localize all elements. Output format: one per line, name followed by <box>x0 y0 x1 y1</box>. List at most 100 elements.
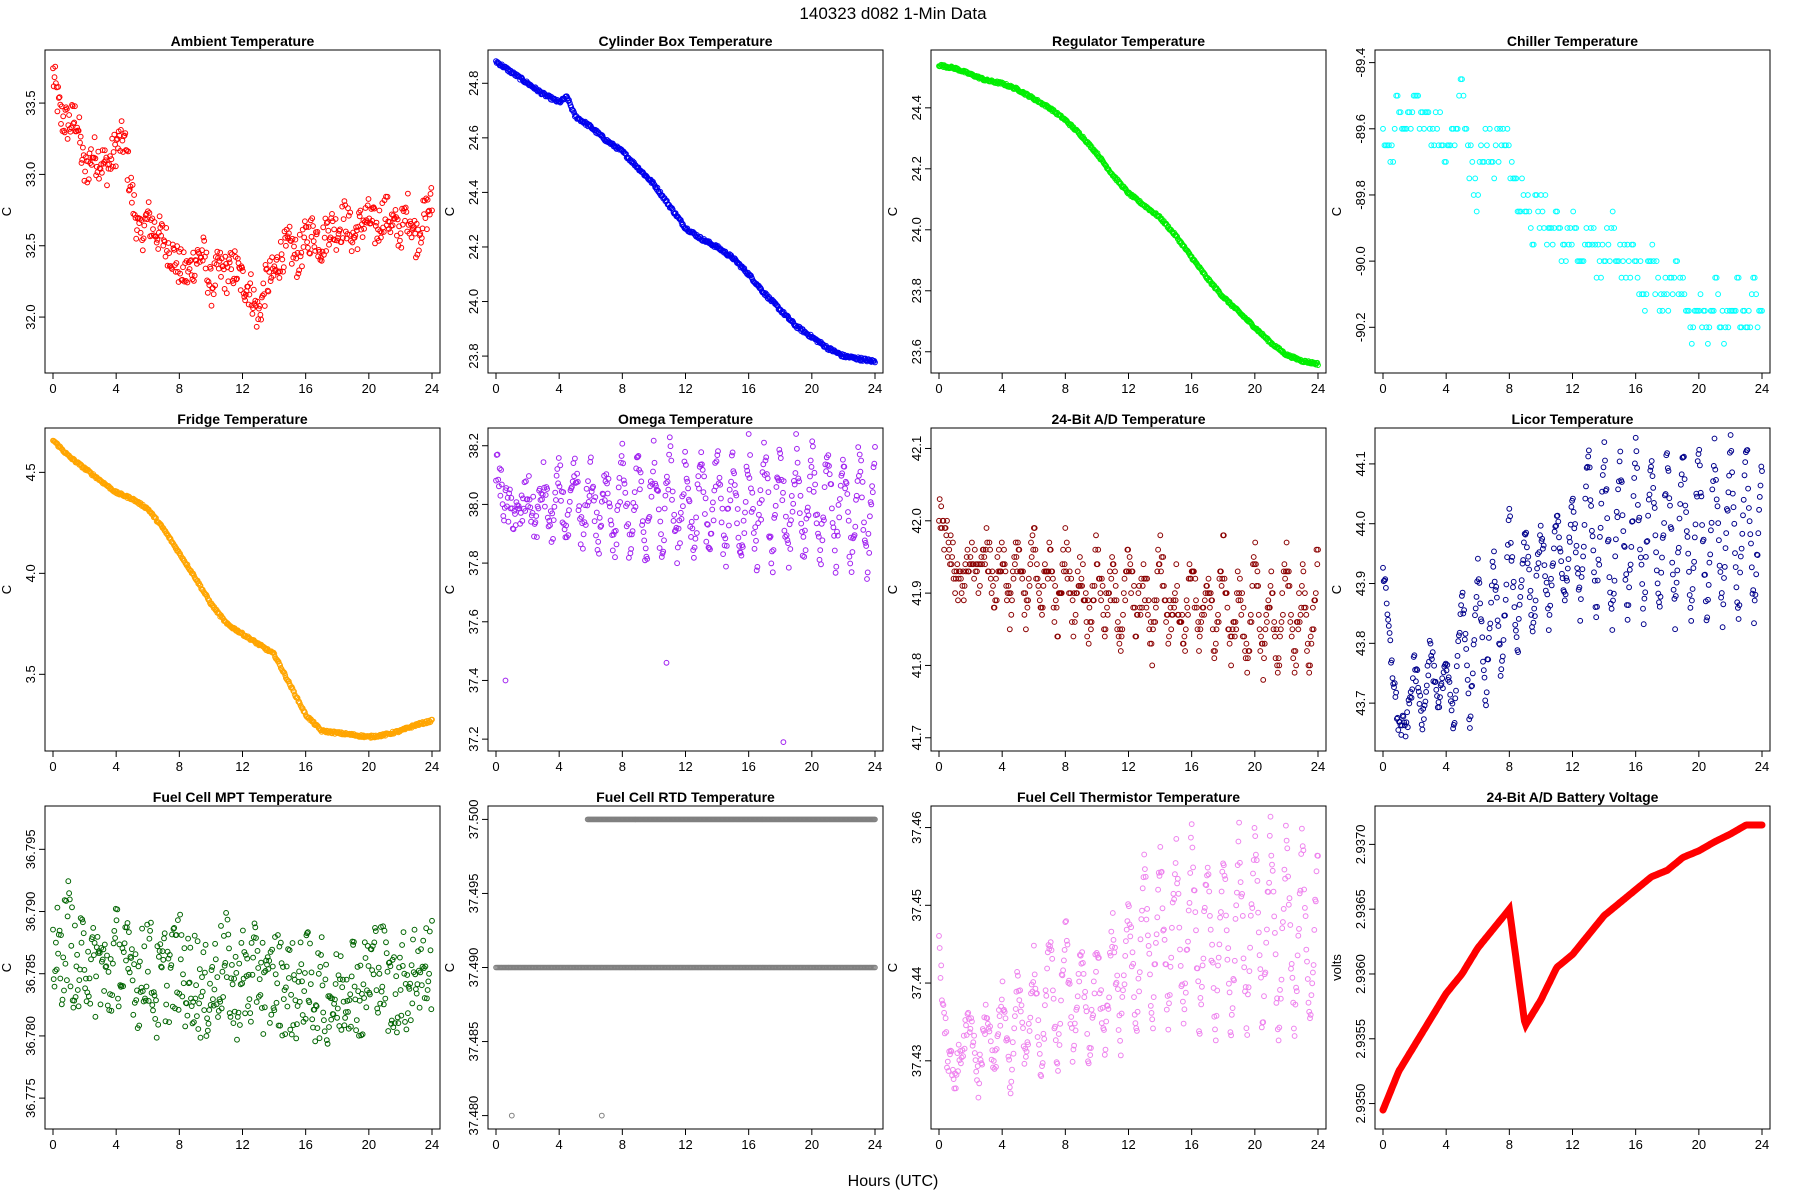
data-point <box>1408 694 1415 701</box>
data-point <box>717 481 724 488</box>
data-point <box>1095 546 1102 553</box>
x-tick-label: 8 <box>619 759 626 774</box>
data-point <box>264 954 271 960</box>
data-point <box>616 475 623 481</box>
data-point <box>1453 663 1460 670</box>
data-point <box>1546 612 1553 618</box>
data-point <box>1710 307 1717 314</box>
data-point <box>1483 702 1489 709</box>
data-point <box>186 266 193 272</box>
data-point <box>1751 620 1757 627</box>
data-point <box>680 491 687 498</box>
data-point <box>1215 611 1221 618</box>
data-point <box>153 239 160 246</box>
data-point <box>217 249 224 256</box>
data-point <box>145 998 152 1004</box>
data-point <box>74 124 80 131</box>
data-point <box>274 980 281 987</box>
data-point <box>352 232 359 239</box>
data-point <box>829 505 835 512</box>
data-point <box>177 246 184 253</box>
data-point <box>1724 507 1731 514</box>
data-point <box>1150 626 1156 633</box>
data-point <box>1655 274 1661 281</box>
panel-title: Cylinder Box Temperature <box>598 33 772 49</box>
data-point <box>716 474 723 481</box>
data-point <box>130 1011 137 1018</box>
data-point <box>1112 583 1119 589</box>
y-tick-label: 38.0 <box>466 492 481 517</box>
data-point <box>1647 258 1654 265</box>
data-point <box>1689 597 1695 604</box>
x-tick-label: 12 <box>235 1137 249 1152</box>
data-point <box>112 163 119 170</box>
data-point <box>70 120 77 127</box>
data-point <box>177 270 184 277</box>
data-point <box>1096 575 1103 582</box>
data-point <box>225 931 232 938</box>
data-point <box>942 525 949 531</box>
data-point <box>356 213 363 220</box>
data-point <box>347 209 354 216</box>
data-point <box>795 475 802 482</box>
data-point <box>737 549 744 556</box>
data-point <box>260 1031 267 1037</box>
data-point <box>1172 590 1178 596</box>
data-point <box>1643 554 1649 560</box>
data-point <box>246 996 253 1002</box>
data-point <box>328 1016 335 1023</box>
data-point <box>242 952 249 958</box>
data-point <box>608 521 615 528</box>
data-point <box>420 937 427 944</box>
data-point <box>229 251 235 258</box>
data-point <box>1029 532 1036 539</box>
data-point <box>1221 575 1228 582</box>
data-point <box>693 514 699 521</box>
data-point <box>253 323 260 330</box>
data-point <box>277 238 284 245</box>
data-point <box>947 532 954 539</box>
data-point <box>1314 561 1321 568</box>
data-point <box>1660 532 1667 539</box>
data-point <box>105 969 112 975</box>
data-point <box>1109 554 1115 560</box>
data-point <box>723 543 730 549</box>
data-point <box>789 508 796 515</box>
data-point <box>1533 572 1540 579</box>
data-point <box>1610 597 1616 604</box>
data-point <box>1269 590 1276 596</box>
data-point <box>593 532 599 539</box>
data-point <box>508 495 515 501</box>
data-point <box>801 553 808 560</box>
data-point <box>702 511 708 517</box>
y-tick-label: 36.795 <box>23 829 38 869</box>
data-point <box>1739 530 1746 537</box>
data-point <box>1166 633 1172 640</box>
data-point <box>1692 521 1699 528</box>
data-point <box>1517 594 1524 600</box>
data-point <box>1461 607 1467 613</box>
y-tick-label: 36.785 <box>23 954 38 994</box>
data-point <box>1163 619 1169 625</box>
data-point <box>1551 528 1558 535</box>
data-point <box>1516 601 1523 608</box>
data-point <box>61 987 67 994</box>
data-point <box>996 546 1002 553</box>
data-point <box>592 494 599 501</box>
data-point <box>1451 142 1458 149</box>
data-point <box>1621 544 1628 550</box>
data-point <box>1429 125 1436 132</box>
data-point <box>785 540 791 547</box>
data-point <box>258 316 265 323</box>
data-point <box>317 963 324 970</box>
data-point <box>1589 527 1595 534</box>
data-point <box>1207 590 1214 596</box>
data-point <box>1185 611 1191 618</box>
data-point <box>1750 587 1757 593</box>
data-point <box>1174 583 1180 589</box>
data-point <box>1537 522 1544 529</box>
data-point <box>1658 569 1665 576</box>
data-point <box>808 464 815 470</box>
data-point <box>990 583 996 589</box>
data-point <box>939 525 945 531</box>
